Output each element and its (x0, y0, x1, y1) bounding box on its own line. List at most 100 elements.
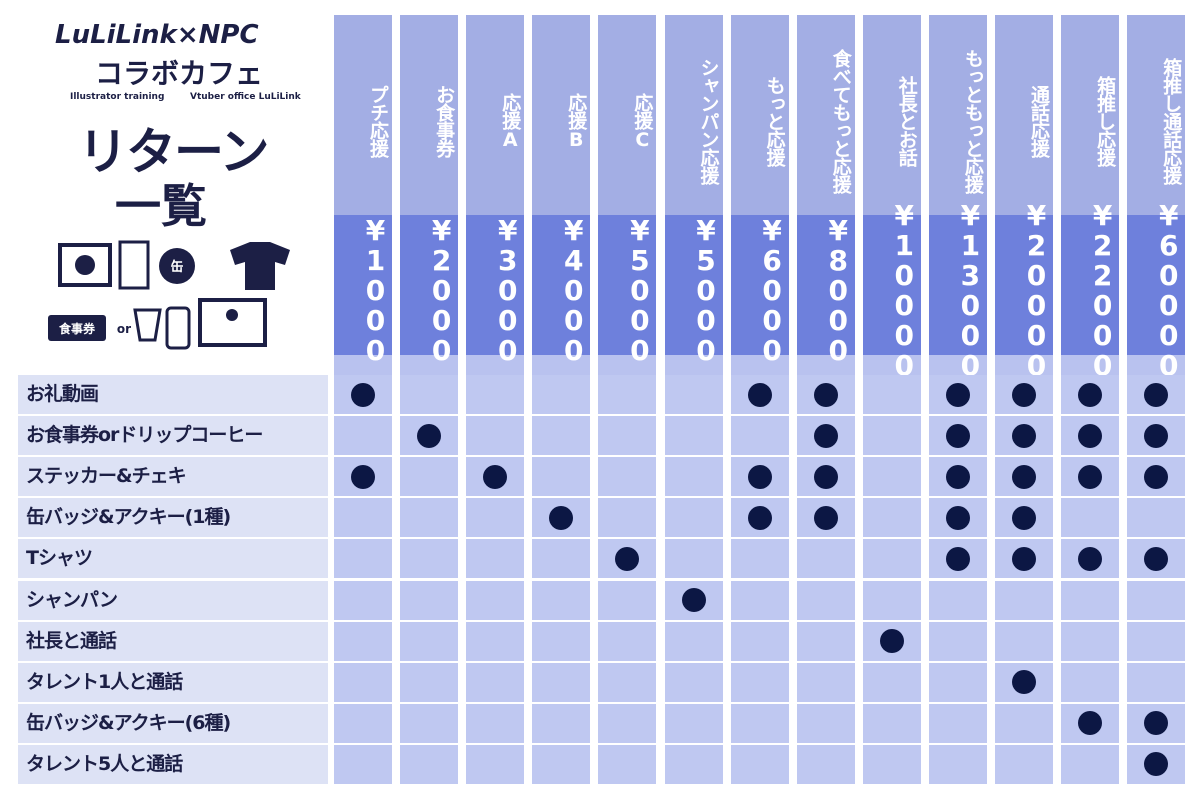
cell (1061, 580, 1120, 620)
cell (466, 375, 525, 415)
cell (532, 580, 591, 620)
cell (532, 457, 591, 497)
row-label-cell (18, 580, 328, 620)
dot (1078, 423, 1103, 448)
column-price: ¥60000 (1152, 199, 1186, 379)
logo-sub: Illustrator training (70, 92, 165, 102)
cell (334, 416, 392, 456)
column-price-band (730, 215, 789, 355)
column-name: 箱推し通話応援 (1160, 58, 1183, 184)
cell (664, 703, 723, 743)
row-label-cell (18, 457, 328, 497)
logo: LuLiLink×NPC コラボカフェ Illustrator training… (40, 20, 310, 110)
column-price: ¥10000 (887, 199, 921, 379)
cell (730, 416, 789, 456)
column-gap (664, 355, 723, 375)
column-gap (862, 355, 921, 375)
cell (400, 744, 459, 784)
dot (945, 505, 970, 530)
cell (334, 621, 392, 661)
monitor-icon (198, 298, 267, 347)
column-gap (796, 355, 855, 375)
column-gap (928, 355, 987, 375)
column-price: ¥6000 (755, 214, 789, 364)
video-icon (58, 243, 112, 287)
cell (862, 703, 921, 743)
cell (400, 703, 459, 743)
column-header (400, 15, 459, 215)
cell (1127, 580, 1186, 620)
row-label-cell (18, 703, 328, 743)
column-price: ¥8000 (821, 214, 855, 364)
cell (598, 375, 657, 415)
dot (615, 546, 640, 571)
cell (730, 621, 789, 661)
row-label: 缶バッジ&アクキー(1種) (26, 506, 231, 529)
dot (945, 464, 970, 489)
row-label-cell (18, 498, 328, 538)
column-header (1127, 15, 1186, 215)
phone-icon (165, 306, 191, 350)
dot (351, 464, 375, 489)
cell (334, 539, 392, 579)
cell (796, 744, 855, 784)
title: 一覧 (115, 179, 207, 233)
dot (747, 382, 772, 407)
cell (598, 621, 657, 661)
cell (664, 662, 723, 702)
column-price-band (1061, 215, 1120, 355)
column-price-band (400, 215, 459, 355)
cell (862, 580, 921, 620)
brand: LuLiLink×NPC (55, 20, 259, 50)
cell (334, 744, 392, 784)
cell (598, 703, 657, 743)
dot (747, 464, 772, 489)
cell (598, 580, 657, 620)
photo-icon (118, 240, 150, 290)
cell (796, 539, 855, 579)
column-price-band (928, 215, 987, 355)
cell (796, 662, 855, 702)
cell (532, 744, 591, 784)
cell (862, 498, 921, 538)
row-label-cell (18, 539, 328, 579)
cell (598, 457, 657, 497)
column-price-band (796, 215, 855, 355)
cell (334, 662, 392, 702)
dot (879, 629, 904, 654)
column-header (730, 15, 789, 215)
cell (532, 703, 591, 743)
column-header (598, 15, 657, 215)
dot (1012, 546, 1036, 571)
column-gap (532, 355, 591, 375)
cell (796, 580, 855, 620)
column-header (928, 15, 987, 215)
cell (995, 580, 1053, 620)
column-name: 応援A (499, 92, 522, 150)
cell (995, 744, 1053, 784)
column-header (796, 15, 855, 215)
cell (598, 416, 657, 456)
column-name: 応援B (565, 92, 588, 150)
column-price: ¥22000 (1086, 199, 1120, 379)
dot (747, 505, 772, 530)
column-header (334, 15, 392, 215)
cell (532, 416, 591, 456)
row-label: ステッカー&チェキ (26, 465, 187, 488)
column-price-band (334, 215, 392, 355)
cell (532, 539, 591, 579)
badge-icon (159, 248, 195, 284)
column-price: ¥5000 (623, 214, 657, 364)
column-name: シャンパン応援 (697, 58, 720, 184)
row-label-cell (18, 744, 328, 784)
cell (466, 416, 525, 456)
cell (598, 498, 657, 538)
cell (1127, 498, 1186, 538)
cell (730, 662, 789, 702)
cell (466, 498, 525, 538)
cell (862, 662, 921, 702)
logo-sub: Vtuber office LuLiLink (190, 92, 301, 102)
row-label: お礼動画 (26, 383, 99, 405)
column-gap (400, 355, 459, 375)
column-name: 箱推し応援 (1094, 76, 1117, 166)
